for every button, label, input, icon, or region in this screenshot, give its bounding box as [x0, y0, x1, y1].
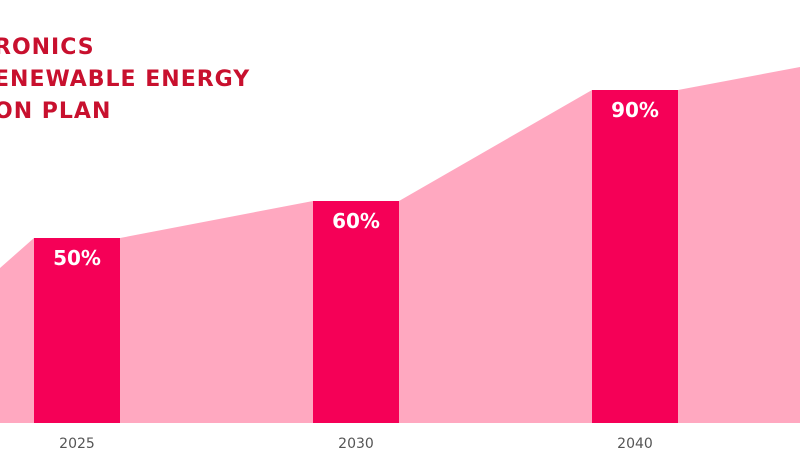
bar-2030	[313, 201, 399, 423]
chart-title: RONICS ENEWABLE ENERGY ON PLAN	[0, 35, 259, 124]
x-axis-ticks: 2025 2030 2040	[59, 436, 653, 452]
bar-2040	[592, 90, 678, 423]
chart-title-line-1: RONICS	[0, 35, 95, 60]
bar-value-label-2040: 90%	[611, 98, 659, 122]
x-tick-label-2030: 2030	[338, 436, 374, 452]
bars-group	[34, 90, 678, 423]
bar-value-label-2025: 50%	[53, 246, 101, 270]
bar-2025	[34, 238, 120, 423]
x-tick-label-2040: 2040	[617, 436, 653, 452]
chart-title-line-3: ON PLAN	[0, 99, 111, 124]
bar-labels-group: 50% 60% 90%	[53, 98, 659, 270]
x-tick-label-2025: 2025	[59, 436, 95, 452]
bar-value-label-2030: 60%	[332, 209, 380, 233]
chart-title-line-2: ENEWABLE ENERGY	[0, 67, 250, 92]
